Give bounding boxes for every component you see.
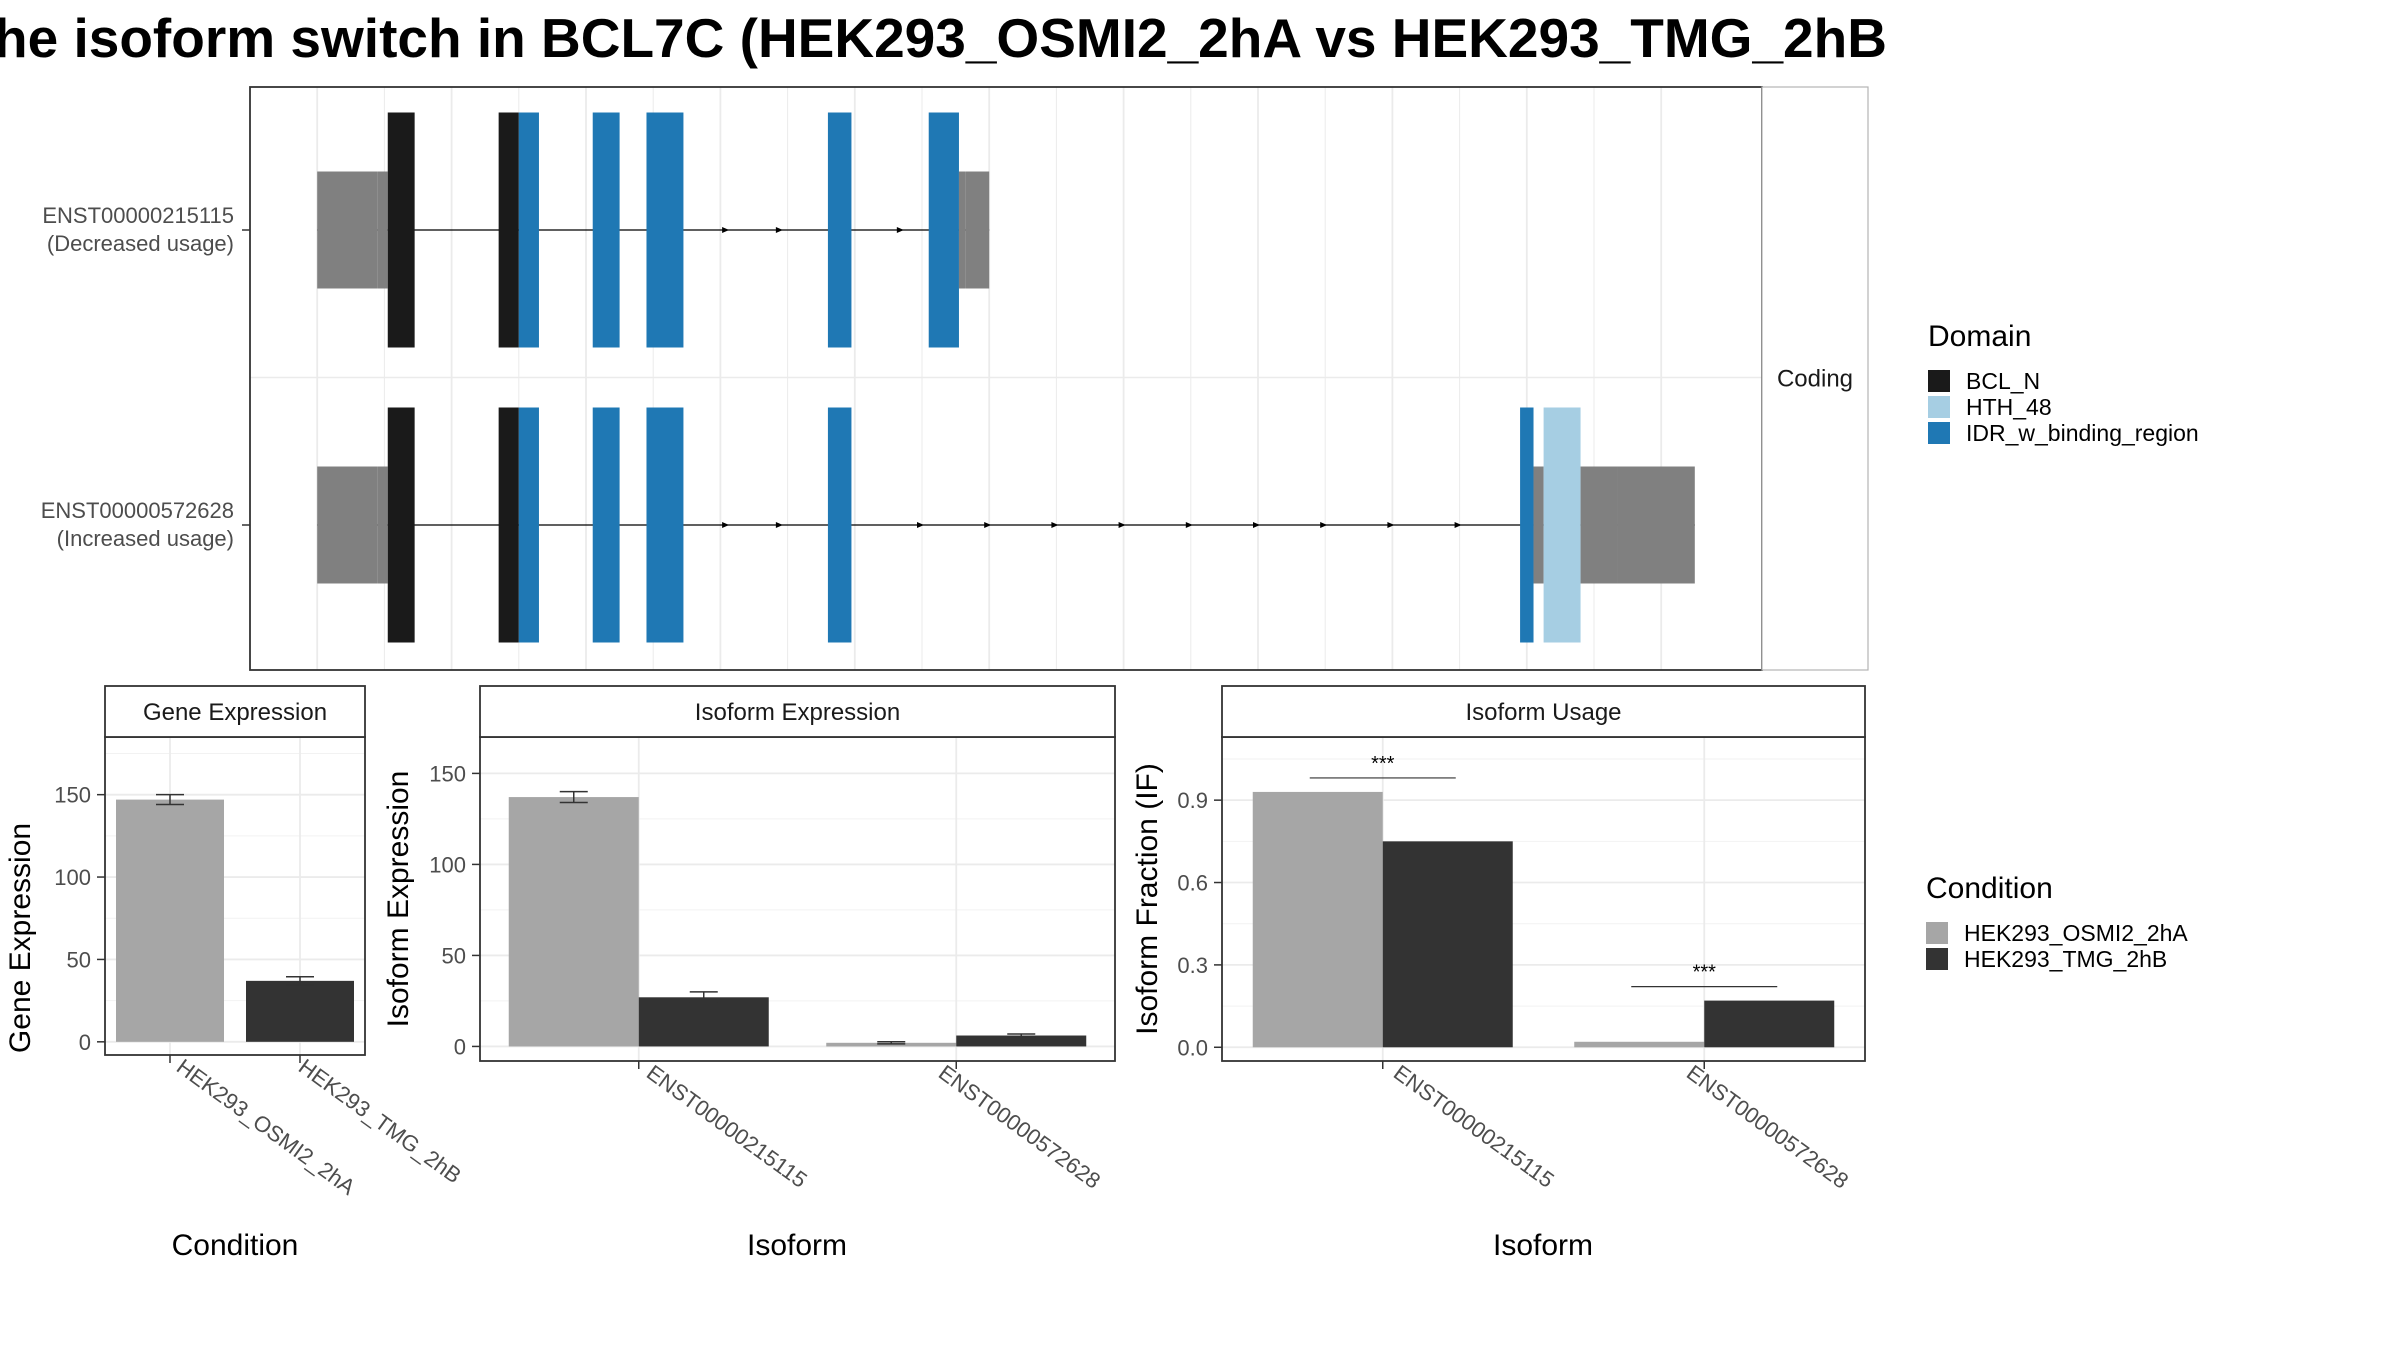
intron-direction-arrow bbox=[917, 522, 924, 528]
x-tick-label: ENST00000215115 bbox=[642, 1060, 812, 1193]
y-tick-label: 0.3 bbox=[1177, 953, 1208, 978]
legend-condition-title: Condition bbox=[1926, 872, 2053, 905]
exon-IDR_w_binding_region bbox=[827, 112, 852, 348]
exon-utr bbox=[958, 171, 966, 289]
y-tick-label: 150 bbox=[429, 761, 466, 786]
x-tick-label: ENST00000572628 bbox=[934, 1060, 1105, 1194]
exon-IDR_w_binding_region bbox=[646, 407, 684, 643]
transcript-label: ENST00000572628 bbox=[41, 498, 234, 523]
facet-strip-label: Isoform Usage bbox=[1465, 699, 1621, 726]
exon-utr bbox=[317, 171, 378, 289]
facet-strip-label: Coding bbox=[1777, 366, 1853, 393]
y-tick-label: 0 bbox=[79, 1030, 91, 1055]
legend-condition-label: HEK293_TMG_2hB bbox=[1964, 946, 2167, 972]
intron-direction-arrow bbox=[984, 522, 992, 528]
legend-domain-key bbox=[1928, 396, 1950, 418]
x-axis-title: Isoform bbox=[747, 1229, 847, 1262]
legend-condition-label: HEK293_OSMI2_2hA bbox=[1964, 920, 2188, 946]
exon-BCL_N bbox=[387, 112, 415, 348]
significance-label: *** bbox=[1371, 753, 1395, 775]
facet-strip-label: Isoform Expression bbox=[695, 699, 900, 726]
bar bbox=[638, 997, 769, 1047]
y-tick-label: 0.9 bbox=[1177, 788, 1208, 813]
intron-direction-arrow bbox=[896, 227, 904, 233]
bar bbox=[1382, 841, 1513, 1048]
y-tick-label: 150 bbox=[54, 783, 91, 808]
y-axis-title: Gene Expression bbox=[4, 823, 37, 1053]
legend-domain-label: HTH_48 bbox=[1966, 394, 2052, 420]
exon-IDR_w_binding_region bbox=[827, 407, 852, 643]
bar bbox=[956, 1035, 1087, 1047]
exon-IDR_w_binding_region bbox=[928, 112, 959, 348]
exon-utr bbox=[1580, 466, 1618, 584]
facet-strip-label: Gene Expression bbox=[143, 699, 327, 726]
exon-IDR_w_binding_region bbox=[592, 112, 620, 348]
exon-BCL_N bbox=[498, 112, 519, 348]
bar bbox=[116, 799, 224, 1042]
exon-utr bbox=[377, 466, 388, 584]
intron-direction-arrow bbox=[1253, 522, 1260, 528]
intron-direction-arrow bbox=[775, 227, 783, 233]
y-tick-label: 50 bbox=[67, 947, 91, 972]
significance-label: *** bbox=[1693, 962, 1717, 984]
y-tick-label: 100 bbox=[54, 865, 91, 890]
bar bbox=[1252, 791, 1383, 1048]
transcript-usage-label: (Decreased usage) bbox=[47, 231, 234, 256]
y-tick-label: 100 bbox=[429, 852, 466, 877]
facet-strip bbox=[1221, 685, 1866, 738]
intron-direction-arrow bbox=[1387, 522, 1395, 528]
transcript-label: ENST00000215115 bbox=[42, 203, 234, 228]
intron-direction-arrow bbox=[1320, 522, 1328, 528]
intron-direction-arrow bbox=[722, 522, 730, 528]
exon-utr bbox=[1533, 466, 1544, 584]
bar bbox=[508, 797, 639, 1047]
y-axis-title: Isoform Expression bbox=[382, 771, 415, 1028]
x-tick-label: ENST00000572628 bbox=[1682, 1060, 1853, 1194]
intron-direction-arrow bbox=[722, 227, 730, 233]
exon-IDR_w_binding_region bbox=[592, 407, 620, 643]
exon-IDR_w_binding_region bbox=[518, 407, 539, 643]
bar bbox=[246, 980, 354, 1042]
intron-direction-arrow bbox=[1051, 522, 1059, 528]
y-tick-label: 0.6 bbox=[1177, 871, 1208, 896]
exon-utr bbox=[377, 171, 388, 289]
exon-utr bbox=[965, 171, 990, 289]
exon-utr bbox=[317, 466, 378, 584]
intron-direction-arrow bbox=[775, 522, 783, 528]
legend-domain-label: BCL_N bbox=[1966, 368, 2040, 394]
exon-IDR_w_binding_region bbox=[646, 112, 684, 348]
figure-title: he isoform switch in BCL7C (HEK293_OSMI2… bbox=[0, 7, 1887, 69]
exon-HTH_48 bbox=[1543, 407, 1581, 643]
legend-domain-key bbox=[1928, 422, 1950, 444]
intron-direction-arrow bbox=[1185, 522, 1193, 528]
intron-direction-arrow bbox=[1118, 522, 1126, 528]
legend-condition-key bbox=[1926, 948, 1948, 970]
exon-BCL_N bbox=[498, 407, 519, 643]
bar bbox=[1574, 1041, 1705, 1048]
facet-strip bbox=[104, 685, 366, 738]
y-tick-label: 0 bbox=[454, 1034, 466, 1059]
legend-domain-label: IDR_w_binding_region bbox=[1966, 420, 2199, 446]
facet-strip-coding bbox=[1761, 86, 1869, 671]
intron-direction-arrow bbox=[1454, 522, 1462, 528]
transcript-usage-label: (Increased usage) bbox=[57, 526, 234, 551]
exon-IDR_w_binding_region bbox=[518, 112, 539, 348]
y-tick-label: 0.0 bbox=[1177, 1035, 1208, 1060]
exon-IDR_w_binding_region bbox=[1520, 407, 1534, 643]
x-tick-label: ENST00000215115 bbox=[1389, 1060, 1559, 1193]
exon-BCL_N bbox=[387, 407, 415, 643]
facet-strip bbox=[479, 685, 1116, 738]
legend-condition-key bbox=[1926, 922, 1948, 944]
legend-domain-key bbox=[1928, 370, 1950, 392]
exon-utr bbox=[1617, 466, 1695, 584]
bar bbox=[1704, 1000, 1835, 1048]
legend-domain-title: Domain bbox=[1928, 320, 2031, 353]
x-axis-title: Isoform bbox=[1493, 1229, 1593, 1262]
y-axis-title: Isoform Fraction (IF) bbox=[1131, 763, 1164, 1035]
x-axis-title: Condition bbox=[172, 1229, 299, 1262]
y-tick-label: 50 bbox=[442, 943, 466, 968]
